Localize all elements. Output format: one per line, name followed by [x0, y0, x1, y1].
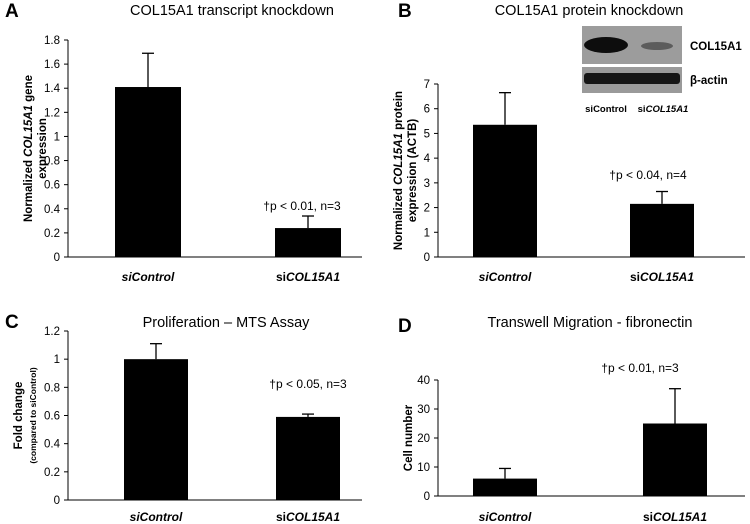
y-tick-label: 1.8 — [44, 35, 60, 47]
y-tick-label: 30 — [417, 404, 430, 416]
y-axis-label-line: Normalized COL15A1 protein — [393, 91, 405, 250]
y-tick-label: 1.4 — [44, 83, 61, 95]
y-axis-label-line: expression (ACTB) — [407, 119, 419, 223]
blot-band-label: β-actin — [690, 75, 728, 87]
y-axis-label-line: expression — [37, 118, 49, 179]
y-tick-label: 1 — [54, 354, 60, 366]
panel-c: C Proliferation – MTS Assay 0 0.2 0.4 0.6 0.8 1… — [5, 312, 362, 524]
y-tick-label: 0 — [54, 495, 60, 507]
x-category-label: siCOL15A1 — [643, 510, 707, 524]
y-tick-label: 0 — [424, 252, 430, 264]
y-tick-label: 0 — [424, 491, 430, 503]
significance-annotation: †p < 0.04, n=4 — [609, 168, 687, 182]
x-category-label: siControl — [479, 510, 532, 524]
y-tick-label: 2 — [424, 203, 430, 215]
y-tick-label: 0.6 — [44, 180, 60, 192]
chart-title: COL15A1 transcript knockdown — [130, 3, 334, 19]
panel-b: B COL15A1 protein knockdown 0 1 2 3 4 5 6 7 siCont… — [393, 1, 745, 284]
y-axis-label: Cell number — [403, 404, 415, 471]
panel-d: D Transwell Migration - fibronectin 0 10 20 3… — [398, 315, 745, 524]
chart-title: Proliferation – MTS Assay — [143, 315, 311, 331]
y-axis-label: Fold change (compared to siControl) — [13, 367, 38, 464]
significance-annotation: †p < 0.01, n=3 — [601, 361, 679, 375]
x-category-label: siCOL15A1 — [276, 270, 340, 284]
blot-band-sicontrol — [584, 37, 628, 53]
y-axis-label-line: Cell number — [403, 404, 415, 471]
panel-a: A COL15A1 transcript knockdown 0 0.2 0.4 0.6 0… — [5, 1, 362, 284]
chart-title: Transwell Migration - fibronectin — [488, 315, 693, 331]
y-tick-label: 5 — [424, 128, 430, 140]
significance-annotation: †p < 0.05, n=3 — [269, 377, 347, 391]
y-axis-label-line: (compared to siControl) — [28, 367, 38, 464]
y-axis-label-line: Normalized COL15A1 gene — [23, 75, 35, 222]
y-tick-label: 1 — [424, 227, 430, 239]
x-category-label: siControl — [130, 510, 183, 524]
y-tick-label: 1.6 — [44, 59, 60, 71]
bar-sicontrol — [473, 478, 537, 496]
y-tick-label: 10 — [417, 462, 430, 474]
y-tick-label: 7 — [424, 79, 430, 91]
y-tick-label: 0.6 — [44, 411, 60, 423]
y-tick-label: 0.8 — [44, 382, 60, 394]
y-tick-label: 3 — [424, 178, 430, 190]
blot-band-label: COL15A1 — [690, 41, 742, 53]
y-tick-label: 1.2 — [44, 107, 60, 119]
y-tick-label: 4 — [424, 153, 431, 165]
panel-letter: A — [5, 1, 19, 22]
y-tick-label: 0.8 — [44, 156, 60, 168]
bar-sicontrol — [124, 359, 188, 500]
y-tick-label: 1.2 — [44, 326, 60, 338]
y-axis-label-line: Fold change — [13, 382, 25, 450]
y-tick-label: 6 — [424, 104, 430, 116]
x-category-label: siCOL15A1 — [276, 510, 340, 524]
y-tick-label: 0.2 — [44, 467, 60, 479]
panel-letter: B — [398, 1, 412, 22]
x-category-label: siCOL15A1 — [630, 270, 694, 284]
y-tick-label: 0.4 — [44, 204, 61, 216]
x-category-label: siControl — [122, 270, 175, 284]
bar-sicol15a1 — [276, 416, 340, 500]
bar-sicol15a1 — [275, 228, 341, 257]
bar-sicol15a1 — [643, 423, 707, 496]
blot-band-sicol15a1 — [641, 42, 673, 50]
x-category-label: siControl — [479, 270, 532, 284]
panel-letter: D — [398, 316, 412, 337]
y-tick-label: 0 — [54, 252, 60, 264]
western-blot-inset: COL15A1 β-actin siControl siCOL15A1 — [582, 26, 742, 115]
significance-annotation: †p < 0.01, n=3 — [263, 199, 341, 213]
y-tick-label: 20 — [417, 433, 430, 445]
blot-lane-label: siCOL15A1 — [638, 104, 689, 115]
chart-title: COL15A1 protein knockdown — [495, 3, 684, 19]
bar-sicol15a1 — [630, 203, 694, 257]
y-tick-label: 1 — [54, 131, 60, 143]
blot-lane-label: siControl — [585, 104, 627, 115]
bar-sicontrol — [115, 87, 181, 258]
blot-band-actin — [584, 73, 680, 84]
panel-letter: C — [5, 312, 19, 333]
y-tick-label: 40 — [417, 375, 430, 387]
bar-sicontrol — [473, 124, 537, 258]
y-tick-label: 0.2 — [44, 228, 60, 240]
y-tick-label: 0.4 — [44, 439, 61, 451]
